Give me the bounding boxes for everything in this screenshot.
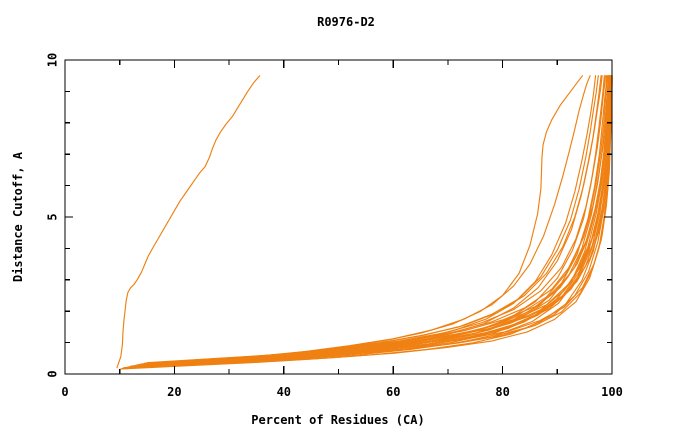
x-tick-label: 0 [61,385,68,399]
x-tick-label: 20 [167,385,181,399]
y-tick-label: 5 [45,213,59,220]
axis-ticks [64,59,613,375]
y-axis-label: Distance Cutoff, A [11,151,25,282]
y-axis-tick-labels: 0 5 10 [45,53,59,378]
y-tick-label: 10 [45,53,59,67]
data-curve [116,75,261,369]
y-tick-label: 0 [45,370,59,377]
x-tick-label: 40 [277,385,291,399]
x-axis-tick-labels: 0 20 40 60 80 100 [61,385,622,399]
x-tick-label: 60 [386,385,400,399]
x-axis-label: Percent of Residues (CA) [251,413,424,427]
x-tick-label: 80 [495,385,509,399]
page-title: R0976-D2 [317,15,375,29]
x-tick-label: 100 [601,385,623,399]
data-curve [136,75,613,366]
